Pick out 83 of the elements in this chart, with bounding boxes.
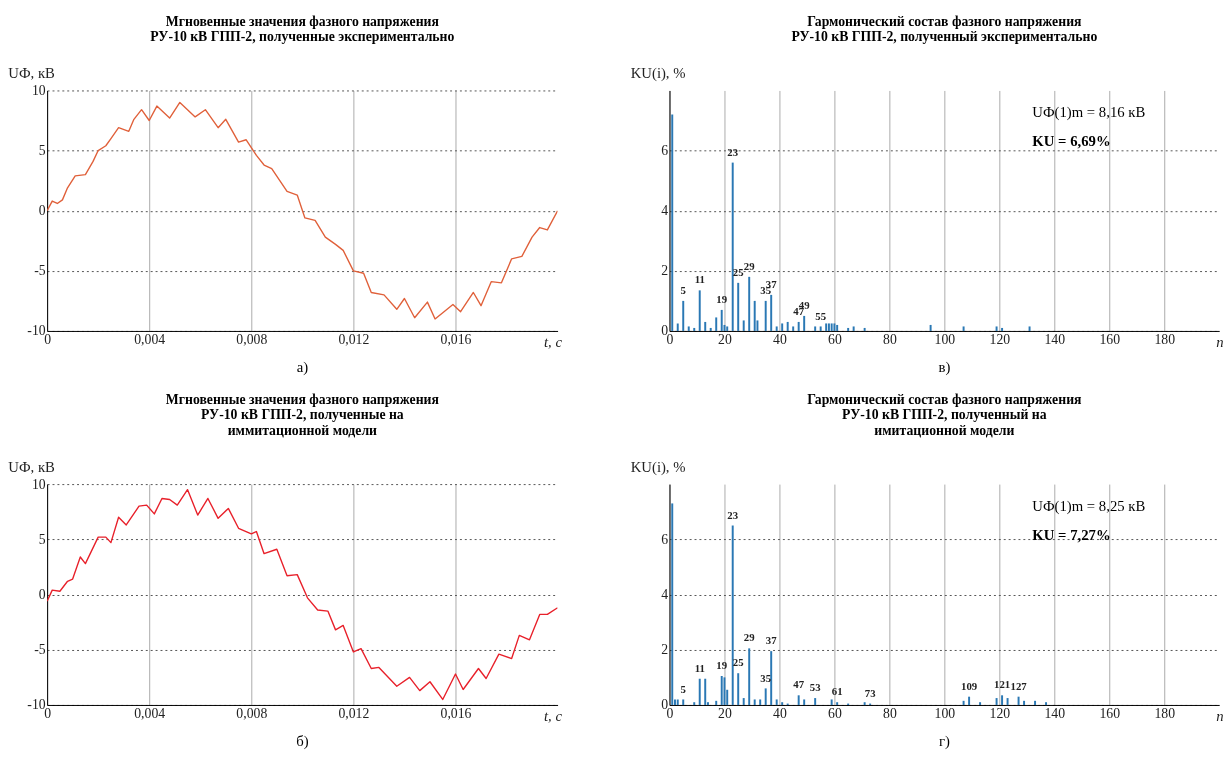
chart-title: Гармонический состав фазного напряжения РУ-10 кВ ГПП-2, полученный на имитационной модели xyxy=(807,391,1083,439)
annotation: KU = 6,69% xyxy=(1032,133,1111,150)
y-axis-title: UФ, кВ xyxy=(8,65,56,82)
x-tick-label: 100 xyxy=(934,332,956,348)
annotation: 109 xyxy=(961,679,978,692)
text: б) xyxy=(296,733,309,751)
text: г) xyxy=(938,733,950,751)
annotation: 47 xyxy=(793,678,805,691)
y-tick-label: 4 xyxy=(661,203,669,219)
x-axis-title: n xyxy=(1216,708,1224,725)
x-tick-label: 60 xyxy=(828,332,842,348)
annotation: 5 xyxy=(680,682,686,695)
x-tick-label: 180 xyxy=(1154,332,1176,348)
x-tick-label: 60 xyxy=(828,706,842,722)
annotation: 23 xyxy=(727,145,739,158)
text: а) xyxy=(296,359,309,377)
y-tick-label: 6 xyxy=(661,531,669,547)
annotation: UФ(1)m = 8,25 кВ xyxy=(1032,497,1146,515)
x-tick-label: 120 xyxy=(989,706,1011,722)
x-tick-label: 0,008 xyxy=(236,706,268,722)
x-tick-label: 0,012 xyxy=(338,332,370,348)
y-tick-label: 6 xyxy=(661,142,669,158)
x-tick-label: 0,012 xyxy=(338,706,370,722)
annotation: 73 xyxy=(864,686,877,699)
annotation: 53 xyxy=(809,681,822,694)
x-tick-label: 0,008 xyxy=(236,332,268,348)
y-tick-label: 10 xyxy=(31,82,46,98)
annotation: 23 xyxy=(727,508,739,521)
x-tick-label: 80 xyxy=(883,332,897,348)
annotation: 29 xyxy=(743,631,755,644)
x-tick-label: 120 xyxy=(989,332,1011,348)
y-tick-label: -10 xyxy=(27,697,46,713)
x-tick-label: 0,004 xyxy=(134,706,166,722)
line-series xyxy=(47,488,558,701)
x-tick-label: 0,004 xyxy=(134,332,166,348)
y-tick-label: 2 xyxy=(661,642,669,658)
x-tick-label: 0,016 xyxy=(440,332,472,348)
y-tick-label: 10 xyxy=(31,476,46,492)
chart-title: Мгновенные значения фазного напряжения РУ-10 кВ ГПП-2, полученные экспериментально xyxy=(150,13,455,45)
chart-title: Гармонический состав фазного напряжения РУ-10 кВ ГПП-2, полученный экспериментально xyxy=(791,13,1098,45)
x-tick-label: 80 xyxy=(883,706,897,722)
x-tick-label: 140 xyxy=(1044,332,1066,348)
y-tick-label: -5 xyxy=(34,263,46,279)
x-tick-label: 160 xyxy=(1099,706,1121,722)
annotation: 127 xyxy=(1010,679,1028,692)
x-axis-title: t, с xyxy=(544,708,563,725)
y-tick-label: 0 xyxy=(38,586,46,602)
x-tick-label: 40 xyxy=(773,706,787,722)
annotation: 19 xyxy=(716,659,728,672)
x-tick-label: 100 xyxy=(934,706,956,722)
x-axis-title: n xyxy=(1216,334,1224,351)
y-tick-label: 5 xyxy=(38,142,46,158)
x-tick-label: 160 xyxy=(1099,332,1121,348)
x-tick-label: 20 xyxy=(718,706,732,722)
annotation: 11 xyxy=(694,661,705,674)
x-axis-title: t, с xyxy=(544,334,563,351)
annotation: 19 xyxy=(716,293,728,306)
y-axis-title: UФ, кВ xyxy=(8,458,56,475)
x-tick-label: 140 xyxy=(1044,706,1066,722)
x-tick-label: 0,016 xyxy=(440,706,472,722)
y-tick-label: 4 xyxy=(661,586,669,602)
annotation: 121 xyxy=(993,678,1011,691)
annotation: 37 xyxy=(765,634,778,647)
x-tick-label: 180 xyxy=(1154,706,1176,722)
annotation: UФ(1)m = 8,16 кВ xyxy=(1032,103,1146,121)
annotation: 29 xyxy=(743,259,755,272)
y-tick-label: 2 xyxy=(661,263,669,279)
text: в) xyxy=(938,359,951,377)
y-tick-label: -5 xyxy=(34,642,46,658)
annotation: 11 xyxy=(694,273,705,286)
y-tick-label: -10 xyxy=(27,323,46,339)
y-tick-label: 5 xyxy=(38,531,46,547)
x-tick-label: 20 xyxy=(718,332,732,348)
y-axis-title: KU(i), % xyxy=(630,458,686,476)
annotation: 55 xyxy=(815,309,827,322)
annotation: KU = 7,27% xyxy=(1032,527,1111,544)
y-axis-title: KU(i), % xyxy=(630,65,686,83)
annotation: 61 xyxy=(831,685,843,698)
chart-title: Мгновенные значения фазного напряжения РУ-10 кВ ГПП-2, полученные на иммитационной модели xyxy=(165,391,440,439)
y-tick-label: 0 xyxy=(38,203,46,219)
x-tick-label: 40 xyxy=(773,332,787,348)
annotation: 5 xyxy=(680,284,686,297)
line-series xyxy=(47,101,558,320)
